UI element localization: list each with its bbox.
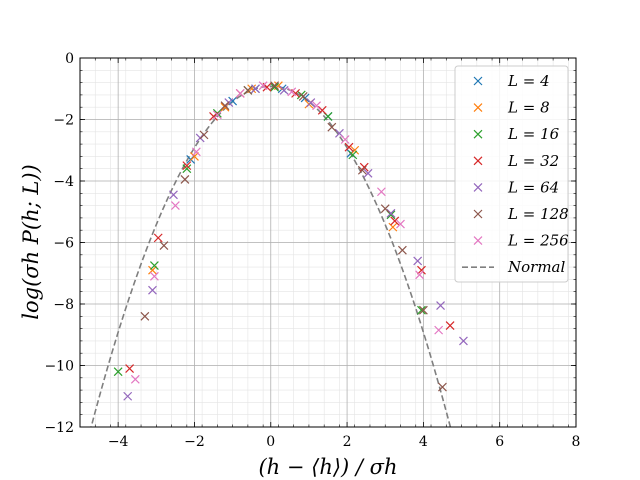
- data-point: [306, 98, 316, 108]
- x-tick-label: −2: [184, 434, 205, 450]
- data-point: [125, 364, 135, 373]
- legend-label: L = 8: [507, 99, 550, 117]
- normal-curve: [90, 85, 452, 427]
- legend-marker: [473, 182, 483, 192]
- x-tick-label: 6: [495, 434, 504, 450]
- data-point: [418, 305, 428, 315]
- y-axis-label: log(σh P(h; L)): [19, 164, 43, 319]
- series-l256: [130, 81, 444, 384]
- ticks-layer: [79, 57, 577, 428]
- normal-curve-layer: [90, 85, 452, 427]
- legend-marker: [473, 76, 483, 86]
- y-tick-label: −2: [53, 113, 74, 129]
- data-point: [251, 84, 260, 94]
- y-tick-label: −8: [53, 297, 74, 313]
- data-point: [123, 391, 133, 401]
- data-point: [397, 245, 407, 255]
- data-point: [390, 216, 400, 226]
- data-point: [459, 336, 468, 346]
- series-l128: [140, 81, 447, 392]
- x-axis-label: (h − ⟨h⟩) / σh: [258, 455, 397, 479]
- data-point: [243, 85, 253, 95]
- x-tick-label: 4: [419, 434, 428, 450]
- legend-label: L = 32: [507, 152, 559, 170]
- y-tick-label: −6: [53, 236, 74, 252]
- data-point: [270, 82, 280, 92]
- data-point: [340, 135, 350, 144]
- data-point: [312, 101, 321, 111]
- data-point: [182, 161, 192, 171]
- legend-marker: [473, 156, 483, 166]
- data-point: [386, 208, 396, 218]
- data-point: [436, 301, 445, 310]
- legend-box: [454, 65, 569, 283]
- data-point: [212, 110, 222, 120]
- legend-label: L = 256: [507, 232, 569, 250]
- data-point: [199, 130, 209, 140]
- data-point: [350, 145, 360, 155]
- data-point: [148, 265, 157, 275]
- data-point: [357, 165, 367, 175]
- data-point: [279, 85, 289, 95]
- legend-label: L = 16: [507, 125, 560, 143]
- y-tick-label: 0: [65, 51, 74, 67]
- data-point: [415, 270, 424, 280]
- data-point: [396, 219, 405, 229]
- legend-label: Normal: [507, 258, 565, 276]
- data-point: [153, 233, 163, 243]
- data-point: [270, 81, 280, 91]
- data-point: [417, 305, 426, 315]
- y-tick-label: −4: [53, 174, 74, 190]
- data-point: [180, 175, 190, 184]
- data-point: [190, 151, 199, 161]
- x-tick-label: −4: [108, 434, 129, 450]
- data-point: [380, 204, 390, 214]
- legend-marker: [473, 103, 483, 113]
- tick-labels-layer: −4 −2 0 2 4 6 8 0 −2 −4 −6 −8 −10 −12: [44, 51, 580, 450]
- y-tick-label: −12: [44, 420, 74, 436]
- data-point: [159, 241, 169, 250]
- data-point: [417, 265, 426, 275]
- data-point: [182, 164, 192, 174]
- data-points-layer: [113, 81, 468, 401]
- legend: L = 4 L = 8 L = 16 L = 32 L = 64 L = 128 L = 2…: [454, 65, 569, 283]
- data-point: [149, 271, 159, 281]
- data-point: [363, 168, 373, 178]
- x-tick-label: 2: [343, 434, 352, 450]
- data-point: [413, 256, 423, 266]
- data-point: [220, 101, 230, 111]
- data-point: [148, 285, 157, 295]
- data-point: [287, 87, 297, 97]
- legend-label: L = 64: [507, 178, 559, 196]
- x-tick-label: 8: [572, 434, 581, 450]
- data-point: [130, 374, 140, 384]
- x-tick-label: 0: [266, 434, 275, 450]
- legend-label: L = 4: [507, 72, 550, 90]
- data-point: [258, 81, 268, 91]
- data-point: [140, 311, 150, 321]
- data-point: [344, 142, 354, 152]
- data-point: [170, 201, 180, 211]
- data-point: [445, 321, 455, 330]
- legend-marker: [473, 209, 483, 219]
- data-point: [169, 190, 178, 200]
- legend-marker: [473, 129, 483, 139]
- data-point: [376, 187, 386, 197]
- data-point: [149, 261, 159, 270]
- data-point: [317, 105, 327, 115]
- data-point: [327, 122, 337, 132]
- legend-label: L = 128: [507, 205, 569, 223]
- legend-marker: [473, 236, 483, 246]
- data-point: [438, 382, 447, 392]
- y-tick-label: −10: [44, 359, 74, 375]
- data-point: [348, 150, 358, 160]
- data-point: [434, 325, 444, 335]
- data-point: [191, 147, 201, 157]
- data-point: [235, 88, 245, 98]
- data-point: [388, 222, 398, 232]
- data-point: [298, 92, 308, 101]
- data-point: [113, 367, 123, 377]
